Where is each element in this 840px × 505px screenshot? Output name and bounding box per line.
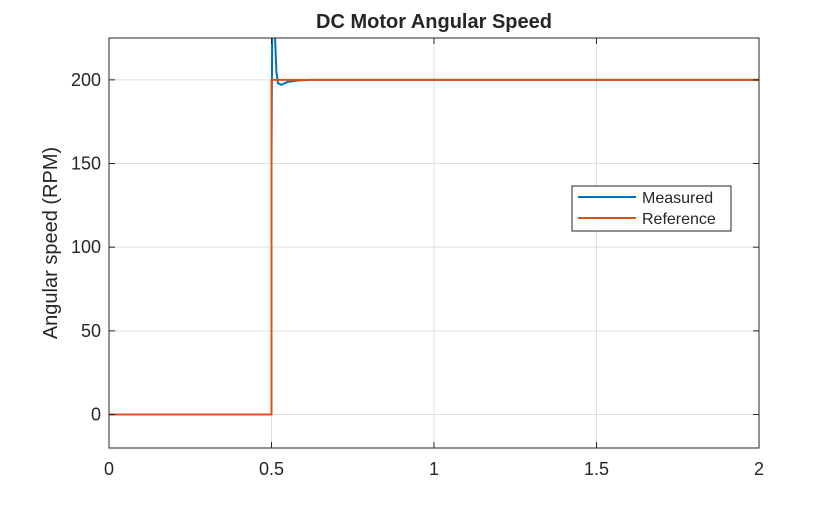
legend-label-measured: Measured <box>642 190 713 207</box>
x-tick-label: 1.5 <box>584 459 609 479</box>
x-tick-label: 2 <box>754 459 764 479</box>
y-tick-label: 150 <box>71 154 101 174</box>
x-tick-label: 0 <box>104 459 114 479</box>
y-tick-label: 200 <box>71 70 101 90</box>
tick-labels: 0 0.5 1 1.5 2 0 50 100 150 200 <box>71 70 764 479</box>
y-tick-label: 50 <box>81 321 101 341</box>
y-tick-label: 0 <box>91 405 101 425</box>
y-axis-title: Angular speed (RPM) <box>40 147 62 339</box>
series-layer <box>109 38 759 416</box>
legend: Measured Reference <box>571 185 732 232</box>
x-tick-label: 1 <box>429 459 439 479</box>
legend-box <box>571 185 732 232</box>
legend-label-reference: Reference <box>642 211 716 228</box>
y-tick-label: 100 <box>71 237 101 257</box>
series-line-reference <box>109 78 759 416</box>
x-tick-label: 0.5 <box>259 459 284 479</box>
chart-title: DC Motor Angular Speed <box>316 11 552 33</box>
ticks <box>108 38 760 448</box>
